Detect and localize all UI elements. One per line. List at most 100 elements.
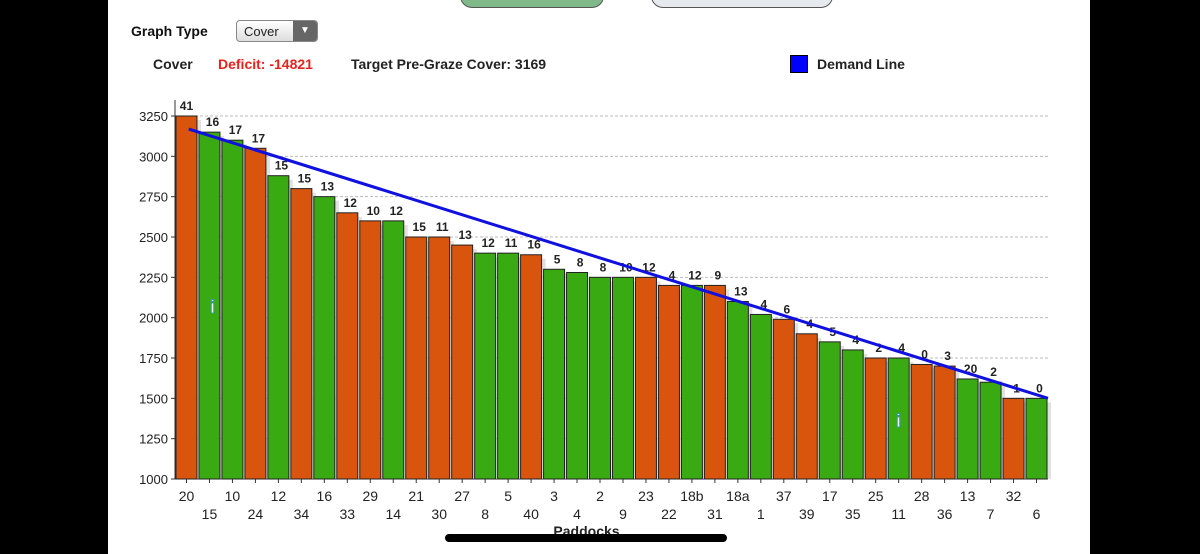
bar-label: 8 xyxy=(577,255,584,269)
x-tick-label: 31 xyxy=(707,506,723,522)
x-tick-label: 2 xyxy=(596,488,604,504)
graph-type-label: Graph Type xyxy=(131,23,208,39)
bar-label: 16 xyxy=(527,238,541,252)
x-tick-label: 21 xyxy=(408,488,424,504)
bar-label: 8 xyxy=(600,260,607,274)
x-tick-label: 9 xyxy=(619,506,627,522)
bar-label: 17 xyxy=(252,131,266,145)
bar-label: 13 xyxy=(321,180,335,194)
x-tick-label: 27 xyxy=(454,488,470,504)
bar-33 xyxy=(336,212,359,480)
info-icon: i xyxy=(210,297,215,317)
x-tick-label: 10 xyxy=(225,488,241,504)
target-label: Target Pre-Graze Cover: xyxy=(351,56,512,72)
y-tick-label: 2500 xyxy=(139,230,168,245)
x-tick-label: 12 xyxy=(271,488,287,504)
x-tick-label: 22 xyxy=(661,506,677,522)
bar-label: 0 xyxy=(1036,381,1043,395)
bar-label: 12 xyxy=(481,236,495,250)
bar-6 xyxy=(1025,397,1048,480)
bar-12 xyxy=(267,175,290,480)
bar-23 xyxy=(634,276,657,480)
x-tick-label: 37 xyxy=(776,488,792,504)
x-tick-label: 11 xyxy=(891,506,906,522)
bar-14 xyxy=(382,220,405,480)
x-tick-label: 18a xyxy=(726,488,750,504)
x-tick-label: 20 xyxy=(179,488,195,504)
x-tick-label: 35 xyxy=(845,506,861,522)
bar-label: 15 xyxy=(298,172,312,186)
bar-label: 16 xyxy=(206,115,220,129)
x-tick-label: 3 xyxy=(550,488,558,504)
x-tick-label: 40 xyxy=(523,506,539,522)
x-tick-label: 32 xyxy=(1006,488,1022,504)
bar-36 xyxy=(933,365,956,480)
bar-label: 3 xyxy=(944,349,951,363)
x-tick-label: 8 xyxy=(481,506,489,522)
bar-16 xyxy=(313,196,336,480)
x-tick-label: 17 xyxy=(822,488,838,504)
deficit-value: -14821 xyxy=(269,56,313,72)
x-tick-label: 28 xyxy=(914,488,930,504)
x-tick-label: 30 xyxy=(431,506,447,522)
bar-label: 6 xyxy=(783,302,790,316)
chevron-down-icon: ▼ xyxy=(293,21,317,41)
bar-9 xyxy=(612,276,634,480)
y-tick-label: 3000 xyxy=(139,149,168,164)
bar-label: 13 xyxy=(734,285,748,299)
target-value: 3169 xyxy=(514,56,547,72)
deficit: Deficit: -14821 xyxy=(218,56,313,72)
graph-type-select[interactable]: Cover ▼ xyxy=(236,20,318,42)
y-tick-label: 1250 xyxy=(139,432,168,447)
bar-25 xyxy=(864,357,887,480)
bar-4 xyxy=(566,271,589,480)
bar-5 xyxy=(497,252,520,480)
target-cover: Target Pre-Graze Cover: 3169 xyxy=(351,56,546,72)
y-tick-label: 3250 xyxy=(139,109,168,124)
bar-13 xyxy=(956,378,979,480)
x-tick-label: 25 xyxy=(868,488,884,504)
deficit-label: Deficit: xyxy=(218,56,266,72)
bar-label: 13 xyxy=(458,228,472,242)
y-tick-label: 1750 xyxy=(139,351,168,366)
x-tick-label: 7 xyxy=(987,506,995,522)
bar-label: 4 xyxy=(898,341,905,355)
x-tick-label: 4 xyxy=(573,506,581,522)
bar-1 xyxy=(749,313,772,480)
bar-20 xyxy=(175,115,198,480)
bar-27 xyxy=(451,244,474,480)
bar-35 xyxy=(841,349,864,480)
bar-40 xyxy=(520,254,543,480)
bar-label: 2 xyxy=(990,365,997,379)
demand-line xyxy=(188,127,1049,400)
bar-21 xyxy=(405,236,428,480)
bar-32 xyxy=(1002,397,1025,480)
x-tick-label: 5 xyxy=(504,488,512,504)
legend-label: Demand Line xyxy=(817,56,905,72)
bar-22 xyxy=(657,284,680,480)
bar-18b xyxy=(680,284,703,480)
cover-axis-label: Cover xyxy=(153,56,193,72)
y-tick-label: 2000 xyxy=(139,311,168,326)
info-icon: i xyxy=(896,411,901,431)
bar-label: 11 xyxy=(436,220,449,234)
bar-31 xyxy=(703,284,726,480)
bar-18a xyxy=(726,301,749,480)
home-indicator[interactable] xyxy=(445,534,727,542)
bar-label: 2 xyxy=(875,341,882,355)
x-tick-label: 16 xyxy=(317,488,333,504)
x-tick-label: 14 xyxy=(385,506,401,522)
x-tick-label: 33 xyxy=(340,506,356,522)
bar-label: 41 xyxy=(180,99,194,113)
bar-label: 0 xyxy=(921,347,928,361)
bar-34 xyxy=(290,188,313,480)
bar-30 xyxy=(428,236,451,480)
bar-label: 15 xyxy=(413,220,427,234)
y-tick-label: 1000 xyxy=(139,472,168,487)
bar-37 xyxy=(772,318,795,480)
bar-label: 4 xyxy=(669,268,676,282)
bar-17 xyxy=(818,341,841,480)
y-tick-label: 2250 xyxy=(139,270,168,285)
bar-29 xyxy=(359,220,382,480)
y-tick-label: 1500 xyxy=(139,391,168,406)
